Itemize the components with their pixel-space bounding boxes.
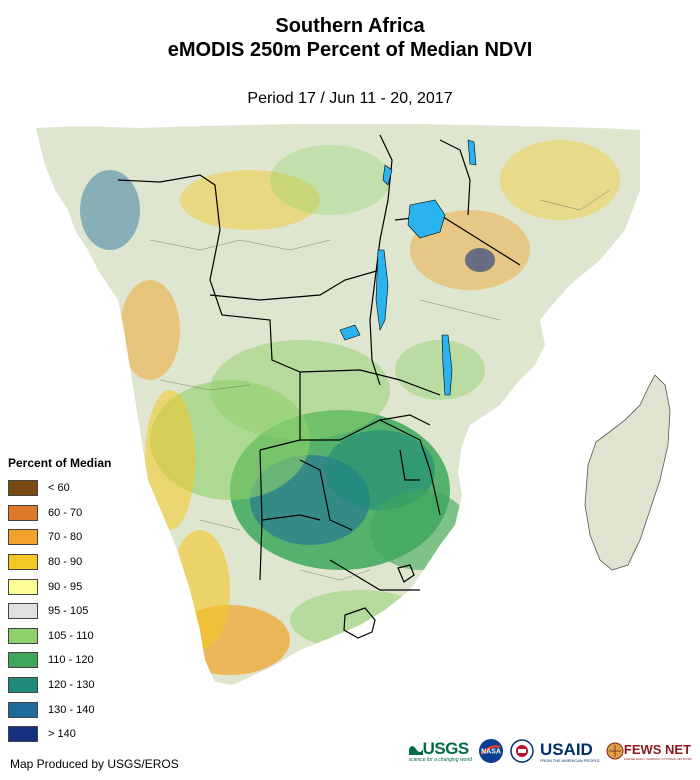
map-title-line2: eMODIS 250m Percent of Median NDVI	[167, 39, 533, 61]
legend-item: 95 - 105	[8, 599, 148, 624]
lake-kivu	[382, 164, 393, 186]
lake-malawi	[441, 334, 453, 396]
legend-item: 90 - 95	[8, 574, 148, 599]
fews-logo: FEWS NET FAMINE EARLY WARNING SYSTEMS NE…	[606, 742, 692, 761]
usgs-text: USGS	[422, 739, 470, 758]
legend-item: 70 - 80	[8, 525, 148, 550]
ndvi-map	[36, 124, 671, 685]
legend-item: > 140	[8, 722, 148, 747]
legend-swatch	[8, 603, 38, 620]
legend-label: 90 - 95	[48, 580, 83, 593]
lake-mweru	[339, 324, 361, 341]
legend-item: 60 - 70	[8, 501, 148, 526]
usaid-logo: USAID FROM THE AMERICAN PEOPLE	[540, 740, 600, 763]
legend-label: 60 - 70	[48, 506, 83, 519]
legend: Percent of Median < 60 60 - 70 70 - 80 80 -…	[8, 456, 148, 747]
legend-label: > 140	[48, 728, 76, 741]
fews-text: FEWS NET	[623, 741, 692, 757]
legend-label: 80 - 90	[48, 556, 83, 569]
usaid-seal-icon	[510, 739, 534, 763]
fews-tagline: FAMINE EARLY WARNING SYSTEMS NETWORK	[623, 756, 692, 761]
legend-swatch	[8, 652, 38, 669]
legend-item: 130 - 140	[8, 697, 148, 722]
usaid-tagline: FROM THE AMERICAN PEOPLE	[539, 757, 600, 763]
legend-label: 70 - 80	[48, 531, 83, 544]
legend-swatch	[8, 480, 38, 497]
admin-borders	[149, 189, 611, 581]
lakes	[339, 139, 477, 396]
legend-item: < 60	[8, 476, 148, 501]
usaid-text: USAID	[539, 739, 593, 759]
land-madagascar	[584, 374, 671, 571]
map-credit: Map Produced by USGS/EROS	[10, 757, 179, 771]
ndvi-pattern	[80, 140, 620, 675]
legend-swatch	[8, 627, 38, 644]
legend-label: 120 - 130	[48, 679, 95, 692]
map-title-line1: Southern Africa	[275, 15, 425, 37]
eswatini-border	[397, 564, 415, 583]
legend-title: Percent of Median	[8, 456, 112, 470]
usgs-tagline: science for a changing world	[408, 757, 472, 763]
legend-swatch	[8, 578, 38, 595]
lake-tanganyika	[375, 249, 389, 332]
national-borders	[117, 134, 521, 591]
legend-rows: < 60 60 - 70 70 - 80 80 - 90 90 - 95 95 - 105…	[8, 476, 148, 747]
fews-globe-icon	[606, 742, 624, 760]
legend-label: 105 - 110	[48, 629, 94, 642]
svg-text:NASA: NASA	[481, 749, 501, 756]
usgs-wave-icon	[408, 746, 423, 755]
legend-label: 130 - 140	[48, 703, 95, 716]
legend-swatch	[8, 554, 38, 571]
legend-item: 80 - 90	[8, 550, 148, 575]
legend-label: < 60	[48, 482, 70, 495]
lake-victoria	[407, 199, 446, 239]
legend-swatch	[8, 677, 38, 694]
lesotho-border	[343, 607, 376, 639]
nasa-logo: NASA	[478, 739, 503, 763]
legend-swatch	[8, 701, 38, 718]
legend-swatch	[8, 726, 38, 743]
legend-item: 110 - 120	[8, 648, 148, 673]
legend-swatch	[8, 504, 38, 521]
legend-swatch	[8, 529, 38, 546]
legend-item: 120 - 130	[8, 673, 148, 698]
lake-turkana-south	[467, 139, 477, 166]
map-period: Period 17 / Jun 11 - 20, 2017	[247, 90, 453, 107]
legend-item: 105 - 110	[8, 624, 148, 649]
usgs-logo: USGS science for a changing world	[408, 739, 472, 763]
legend-label: 110 - 120	[48, 654, 94, 667]
legend-label: 95 - 105	[48, 605, 89, 618]
agency-logos: USGS science for a changing world NASA U…	[408, 738, 692, 764]
